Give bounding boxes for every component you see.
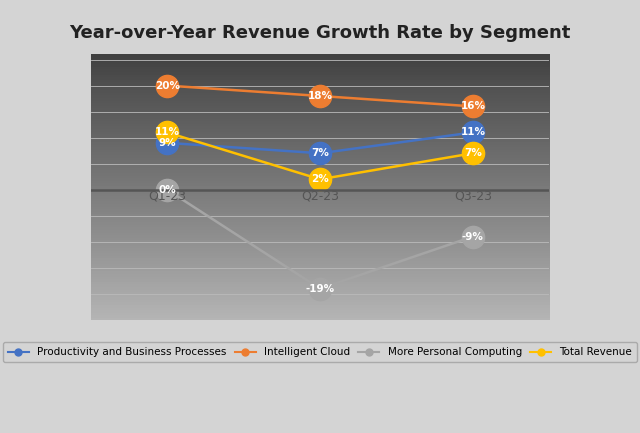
Text: -9%: -9% xyxy=(462,232,484,242)
Text: 11%: 11% xyxy=(460,127,485,137)
Title: Year-over-Year Revenue Growth Rate by Segment: Year-over-Year Revenue Growth Rate by Se… xyxy=(69,24,571,42)
Text: 7%: 7% xyxy=(464,148,482,158)
Text: -19%: -19% xyxy=(305,284,335,294)
Text: 20%: 20% xyxy=(155,81,180,90)
Text: 0%: 0% xyxy=(158,185,176,195)
Text: 11%: 11% xyxy=(155,127,180,137)
Text: 18%: 18% xyxy=(307,91,333,101)
Text: Q3-23: Q3-23 xyxy=(454,190,492,203)
Text: 16%: 16% xyxy=(460,101,485,111)
Text: Q2-23: Q2-23 xyxy=(301,190,339,203)
Text: 7%: 7% xyxy=(311,148,329,158)
Text: 9%: 9% xyxy=(158,138,176,148)
Text: Q1-23: Q1-23 xyxy=(148,190,186,203)
Legend: Productivity and Business Processes, Intelligent Cloud, More Personal Computing,: Productivity and Business Processes, Int… xyxy=(3,342,637,362)
Text: 2%: 2% xyxy=(311,174,329,184)
